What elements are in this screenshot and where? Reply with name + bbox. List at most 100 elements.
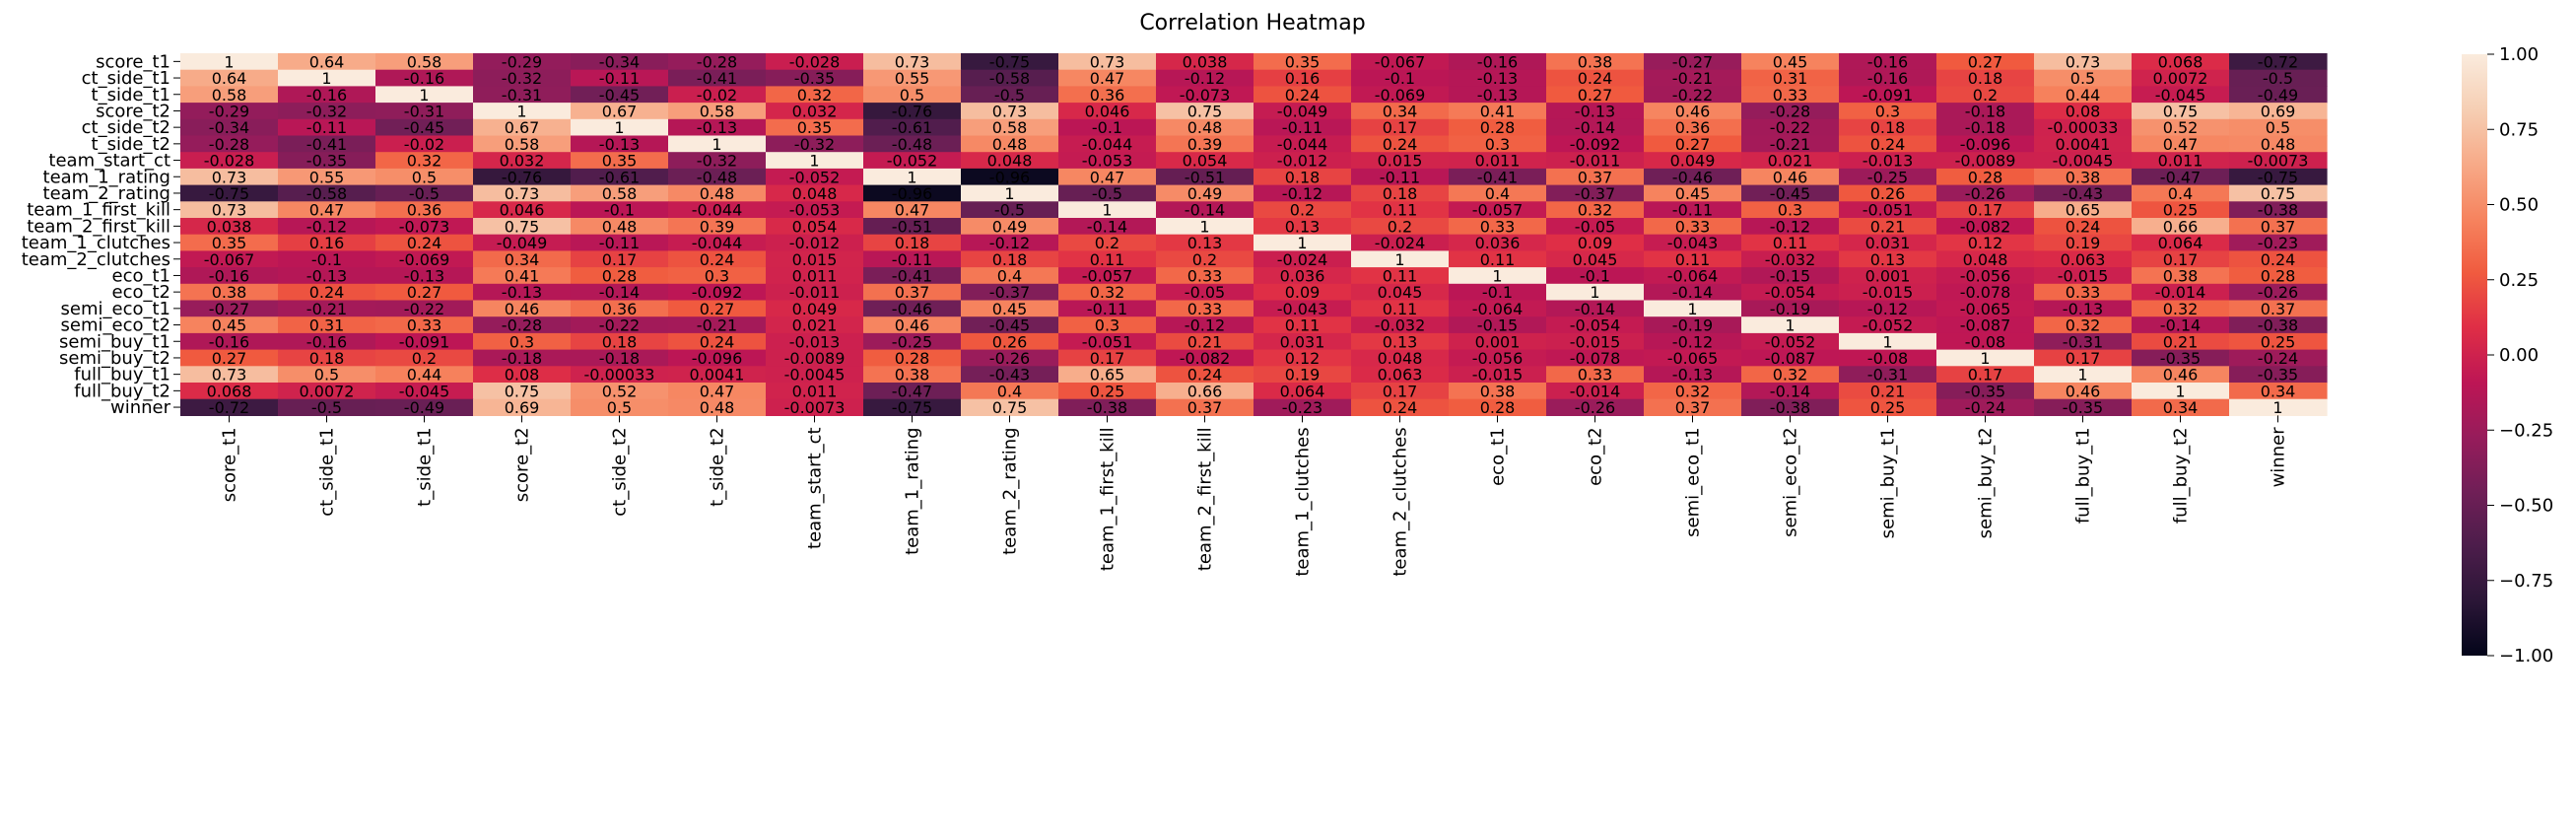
cell-value-label: 0.73 [212, 201, 247, 220]
cell-value-label: 0.48 [700, 398, 735, 417]
cell-value-label: -0.05 [1575, 217, 1615, 236]
heatmap-cell [571, 152, 669, 170]
heatmap-cell [668, 366, 767, 384]
cell-value-label: -0.1 [1385, 69, 1415, 88]
heatmap-cell [473, 135, 572, 153]
heatmap-cell [1351, 118, 1450, 137]
cell-value-label: 0.21 [1870, 382, 1906, 400]
heatmap-cell [2132, 366, 2230, 384]
x-tick-labels: score_t1 ct_side_t1 t_side_t1 score_t2 ct_si… [220, 415, 2289, 577]
heatmap-cell [1254, 316, 1352, 334]
cell-value-label: 0.36 [407, 201, 442, 220]
cell-value-label: -0.092 [692, 283, 743, 302]
heatmap-cell [1839, 69, 1937, 87]
cell-value-label: 0.58 [992, 118, 1028, 137]
heatmap-cell [278, 316, 376, 334]
cell-value-label: 0.11 [1383, 266, 1418, 285]
heatmap-cell [571, 332, 669, 351]
x-tick-label: t_side_t1 [415, 427, 436, 506]
x-tick-label: semi_eco_t1 [1683, 427, 1704, 536]
cell-value-label: -0.23 [2258, 234, 2298, 252]
cell-value-label: -0.013 [1863, 152, 1914, 171]
cell-value-label: 0.25 [1090, 382, 1125, 400]
heatmap-cell [1449, 184, 1547, 202]
heatmap-cell [278, 201, 376, 219]
cell-value-label: 0.37 [2261, 217, 2296, 236]
cell-value-label: -0.38 [1770, 398, 1810, 417]
heatmap-cell [571, 69, 669, 87]
cell-value-label: 0.049 [1670, 152, 1716, 171]
cell-value-label: -0.056 [1960, 266, 2011, 285]
cell-value-label: 0.049 [792, 300, 838, 318]
heatmap-cell [180, 201, 279, 219]
heatmap-cell [2034, 168, 2133, 186]
heatmap-cell [1644, 283, 1742, 302]
heatmap-cell [961, 349, 1059, 367]
heatmap-cell [2132, 184, 2230, 202]
cell-value-label: -0.12 [989, 234, 1030, 252]
cell-value-label: -0.22 [1672, 86, 1713, 105]
cell-value-label: 0.67 [505, 118, 540, 137]
heatmap-cell [863, 86, 962, 104]
heatmap-cell [1254, 218, 1352, 236]
x-tick-label: team_1_rating [903, 427, 923, 554]
cell-value-label: -0.72 [2258, 52, 2298, 71]
heatmap-cell [668, 103, 767, 120]
heatmap-cell [1156, 366, 1254, 384]
heatmap-cell [1936, 53, 2035, 71]
cell-value-label: -0.16 [404, 69, 444, 88]
cell-value-label: 0.021 [1768, 152, 1813, 171]
heatmap-cell [375, 332, 474, 351]
cell-value-label: 0.3 [509, 332, 534, 351]
cell-value-label: -0.1 [604, 201, 635, 220]
cell-value-label: -0.24 [2258, 349, 2298, 368]
heatmap-cell [1546, 267, 1645, 285]
heatmap-cell [668, 332, 767, 351]
heatmap-cell [1449, 332, 1547, 351]
cell-value-label: -0.35 [2258, 366, 2298, 385]
heatmap-cell [1546, 86, 1645, 104]
heatmap-cell [2132, 383, 2230, 400]
colorbar-scale [2462, 54, 2487, 656]
cell-value-label: 0.0041 [2056, 135, 2111, 154]
cell-value-label: 0.48 [2261, 135, 2296, 154]
heatmap-cell [1546, 398, 1645, 416]
cell-value-label: 0.27 [1578, 86, 1613, 105]
cell-value-label: 0.17 [1968, 366, 2003, 385]
cell-value-label: -0.064 [1472, 300, 1524, 318]
cell-value-label: -0.14 [1672, 283, 1713, 302]
heatmap-cell [961, 152, 1059, 170]
cell-value-label: 0.38 [212, 283, 247, 302]
x-tick-label: team_2_first_kill [1195, 427, 1216, 571]
cell-value-label: -0.13 [1477, 86, 1518, 105]
heatmap-cell [1741, 283, 1840, 302]
cell-value-label: -0.49 [2258, 86, 2298, 105]
heatmap-cell [1254, 184, 1352, 202]
cell-value-label: -0.75 [2258, 168, 2298, 186]
cell-value-label: 0.47 [1090, 168, 1125, 186]
heatmap-cell [1449, 283, 1547, 302]
cell-value-label: -0.0073 [784, 398, 846, 417]
heatmap-cell [1058, 383, 1157, 400]
colorbar-tick-label: −0.25 [2499, 420, 2553, 441]
heatmap-cell [1644, 69, 1742, 87]
x-tick-label: team_1_first_kill [1098, 427, 1119, 571]
cell-value-label: -0.0089 [784, 349, 846, 368]
cell-value-label: -0.5 [311, 398, 342, 417]
cell-value-label: -0.11 [1672, 201, 1713, 220]
heatmap-cell [180, 332, 279, 351]
heatmap-cell [473, 69, 572, 87]
cell-value-label: 0.046 [500, 201, 545, 220]
cell-value-label: 0.73 [212, 366, 247, 385]
heatmap-cell [961, 168, 1059, 186]
cell-value-label: -0.75 [209, 184, 249, 203]
cell-value-label: 0.41 [505, 266, 540, 285]
cell-value-label: -0.5 [994, 201, 1025, 220]
heatmap-cell [863, 267, 962, 285]
cell-value-label: 0.32 [797, 86, 833, 105]
cell-value-label: 0.24 [2066, 217, 2101, 236]
cell-value-label: 0.48 [992, 135, 1028, 154]
heatmap-cell [863, 168, 962, 186]
heatmap-cell [2132, 398, 2230, 416]
